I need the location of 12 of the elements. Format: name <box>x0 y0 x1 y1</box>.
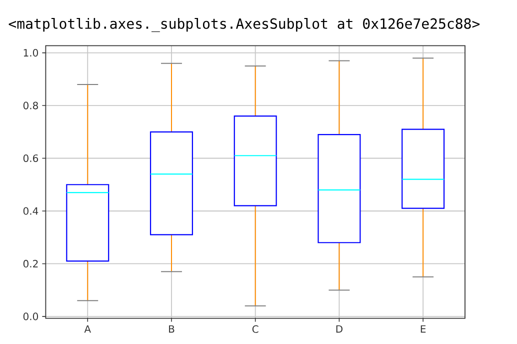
y-tick-label: 0.6 <box>23 154 38 162</box>
x-tick-label: E <box>420 325 426 333</box>
x-tick-label: D <box>336 325 342 333</box>
y-tick-label: 0.0 <box>23 312 38 320</box>
text: <matplotlib.axes._subplots.AxesSubplot at 0x126e7e25c88> <box>8 18 480 32</box>
x-tick-label: C <box>252 325 258 333</box>
y-tick-label: 0.4 <box>23 207 38 215</box>
y-tick-label: 1.0 <box>24 49 38 57</box>
x-tick-label: B <box>169 325 174 333</box>
y-tick-label: 0.2 <box>23 260 38 268</box>
y-tick-label: 0.8 <box>23 102 38 110</box>
x-tick-label: A <box>84 325 91 333</box>
